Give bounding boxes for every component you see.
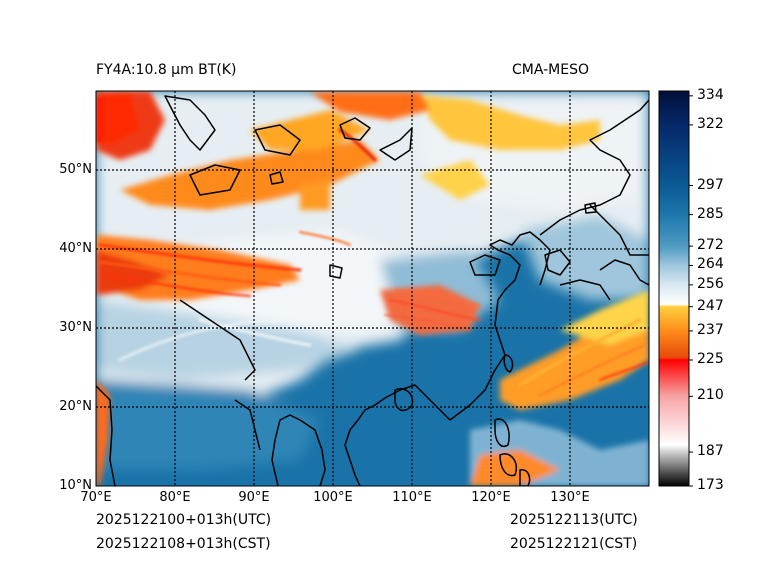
map-frame — [95, 90, 650, 487]
colorbar-scale — [658, 90, 690, 487]
colorbar-tick-label: 285 — [697, 205, 724, 222]
cloud-streaks — [97, 97, 649, 396]
coastlines — [96, 95, 649, 486]
lon-tick-label: 130°E — [550, 490, 590, 505]
valid-time-cst: 2025122121(CST) — [510, 536, 638, 552]
lon-tick-label: 70°E — [80, 490, 112, 505]
colorbar-tick-label: 256 — [697, 275, 724, 292]
colorbar-tick-label: 187 — [697, 443, 724, 460]
init-time-utc: 2025122100+013h(UTC) — [96, 512, 272, 528]
colorbar — [658, 90, 693, 487]
colorbar-tick-label: 264 — [697, 256, 724, 273]
lon-tick-label: 120°E — [471, 490, 511, 505]
colorbar-tick-label: 210 — [697, 387, 724, 404]
lat-tick-label: 30°N — [59, 320, 92, 335]
product-title: FY4A:10.8 µm BT(K) — [96, 62, 237, 78]
init-time-cst: 2025122108+013h(CST) — [96, 536, 271, 552]
lat-tick-label: 50°N — [59, 162, 92, 177]
colorbar-tick-label: 237 — [697, 321, 724, 338]
map-image — [96, 91, 649, 486]
valid-time-utc: 2025122113(UTC) — [510, 512, 638, 528]
lon-tick-label: 90°E — [238, 490, 270, 505]
colorbar-tick-label: 297 — [697, 176, 724, 193]
colorbar-tick-label: 173 — [697, 477, 724, 493]
colorbar-tick-label: 334 — [697, 86, 724, 103]
lon-tick-label: 80°E — [159, 490, 191, 505]
lon-tick-label: 110°E — [392, 490, 432, 505]
lat-tick-label: 40°N — [59, 241, 92, 256]
lon-tick-label: 100°E — [313, 490, 353, 505]
lat-tick-label: 20°N — [59, 399, 92, 414]
colorbar-tick-label: 225 — [697, 350, 724, 367]
colorbar-tick-label: 272 — [697, 237, 724, 254]
colorbar-tick-label: 322 — [697, 115, 724, 132]
gridlines — [96, 91, 649, 486]
colorbar-tick-label: 247 — [697, 297, 724, 314]
source-label: CMA-MESO — [512, 62, 590, 78]
lat-tick-label: 10°N — [59, 478, 92, 493]
